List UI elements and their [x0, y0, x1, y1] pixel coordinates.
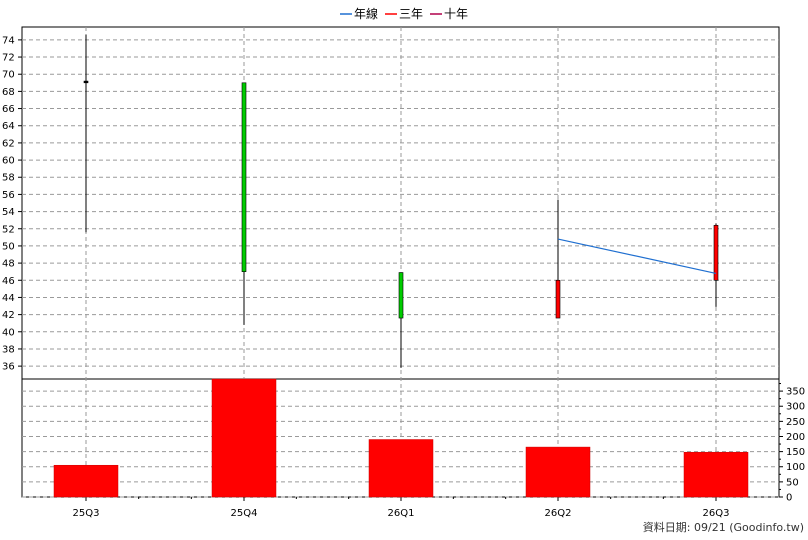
volume-bar: [53, 464, 119, 498]
candle-body: [398, 272, 404, 319]
volume-bar: [683, 451, 749, 498]
price-tick-label: 46: [2, 276, 15, 287]
price-tick-label: 54: [2, 207, 15, 218]
volume-tick-label: 350: [786, 387, 805, 398]
price-tick-label: 56: [2, 190, 15, 201]
volume-bar: [525, 446, 591, 498]
price-tick-label: 60: [2, 156, 15, 167]
candle-body: [713, 225, 719, 281]
price-tick-label: 66: [2, 104, 15, 115]
price-tick-label: 74: [2, 35, 15, 46]
candle-body: [241, 82, 247, 272]
price-tick-label: 72: [2, 53, 15, 64]
volume-bar: [211, 378, 277, 498]
volume-bar: [368, 439, 434, 498]
price-axis: 36 38 40 42 44 46 48 50 52 54 56 58 60 62 64 66 68 70 72 74: [2, 35, 22, 373]
legend: 年線 三年 十年: [340, 6, 468, 21]
price-tick-label: 40: [2, 327, 15, 338]
price-tick-label: 42: [2, 310, 15, 321]
volume-tick-label: 50: [786, 477, 799, 488]
category-tick-label: 25Q4: [231, 508, 258, 519]
volume-tick-label: 150: [786, 447, 805, 458]
category-tick-label: 26Q3: [703, 508, 730, 519]
price-tick-label: 68: [2, 87, 15, 98]
price-tick-label: 52: [2, 224, 15, 235]
candle-body: [83, 80, 89, 84]
legend-label-annual: 年線: [354, 6, 378, 21]
volume-axis: 0 50 100 150 200 250 300 350: [779, 383, 805, 504]
category-tick-label: 25Q3: [73, 508, 100, 519]
price-tick-label: 58: [2, 173, 15, 184]
price-tick-label: 70: [2, 70, 15, 81]
volume-tick-label: 200: [786, 432, 805, 443]
price-tick-label: 64: [2, 121, 15, 132]
volume-bars: [53, 378, 749, 498]
legend-label-ten-year: 十年: [444, 7, 468, 21]
price-tick-label: 48: [2, 259, 15, 270]
volume-tick-label: 250: [786, 417, 805, 428]
volume-tick-label: 0: [786, 493, 792, 504]
candle-body: [555, 279, 561, 319]
legend-label-three-year: 三年: [399, 7, 423, 21]
category-axis: 25Q3 25Q4 26Q1 26Q2 26Q3: [73, 497, 730, 519]
annual-line-series: [557, 238, 717, 274]
category-tick-label: 26Q2: [545, 508, 572, 519]
candlesticks: [83, 34, 719, 368]
category-tick-label: 26Q1: [388, 508, 415, 519]
price-tick-label: 50: [2, 241, 15, 252]
price-tick-label: 36: [2, 362, 15, 373]
price-tick-label: 38: [2, 344, 15, 355]
annual-line: [557, 238, 717, 274]
volume-tick-label: 100: [786, 462, 805, 473]
price-tick-label: 44: [2, 293, 15, 304]
volume-tick-label: 300: [786, 402, 805, 413]
price-tick-label: 62: [2, 138, 15, 149]
footer-source: 資料日期: 09/21 (Goodinfo.tw): [643, 520, 804, 534]
